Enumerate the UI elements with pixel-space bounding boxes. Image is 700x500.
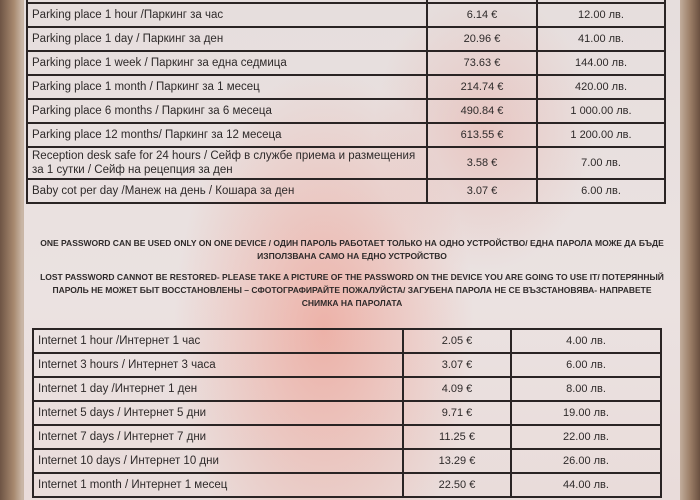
service-label: Parking place 1 day / Паркинг за ден <box>26 26 428 52</box>
price-row: Parking place 6 months / Паркинг за 6 ме… <box>26 98 666 124</box>
price-eur: 9.71 € <box>402 400 512 426</box>
price-eur: 214.74 € <box>426 74 538 100</box>
service-label: Internet 10 days / Интернет 10 дни <box>32 448 404 474</box>
price-bgn: 12.00 лв. <box>536 2 666 28</box>
price-bgn: 22.00 лв. <box>510 424 662 450</box>
price-eur: 490.84 € <box>426 98 538 124</box>
price-list-sheet: Parking place 1 hour /Паркинг за час 6.14… <box>24 0 680 500</box>
price-eur: 3.07 € <box>402 352 512 378</box>
services-price-table: Parking place 1 hour /Паркинг за час 6.14… <box>26 0 666 204</box>
service-label: Parking place 12 months/ Паркинг за 12 м… <box>26 122 428 148</box>
service-label: Internet 1 day /Интернет 1 ден <box>32 376 404 402</box>
service-label: Baby cot per day /Манеж на день / Кошара… <box>26 178 428 204</box>
price-row: Internet 10 days / Интернет 10 дни 13.29 … <box>32 448 662 474</box>
price-eur: 2.05 € <box>402 328 512 354</box>
price-eur: 13.29 € <box>402 448 512 474</box>
service-label <box>26 0 428 4</box>
service-label: Internet 1 month / Интернет 1 месец <box>32 472 404 498</box>
price-eur <box>426 0 538 4</box>
price-bgn: 8.00 лв. <box>510 376 662 402</box>
price-row: Parking place 1 day / Паркинг за ден 20.9… <box>26 26 666 52</box>
price-row: Internet 7 days / Интернет 7 дни 11.25 €2… <box>32 424 662 450</box>
price-eur: 73.63 € <box>426 50 538 76</box>
price-bgn: 1 200.00 лв. <box>536 122 666 148</box>
price-row: Parking place 1 week / Паркинг за една с… <box>26 50 666 76</box>
service-label: Parking place 1 hour /Паркинг за час <box>26 2 428 28</box>
price-bgn <box>536 0 666 4</box>
price-eur: 20.96 € <box>426 26 538 52</box>
price-eur: 3.07 € <box>426 178 538 204</box>
price-row: Internet 1 day /Интернет 1 ден 4.09 €8.00… <box>32 376 662 402</box>
price-bgn: 1 000.00 лв. <box>536 98 666 124</box>
price-row: Parking place 1 month / Паркинг за 1 мес… <box>26 74 666 100</box>
price-row: Internet 1 hour /Интернет 1 час 2.05 €4.0… <box>32 328 662 354</box>
price-bgn: 6.00 лв. <box>536 178 666 204</box>
service-label: Parking place 1 month / Паркинг за 1 мес… <box>26 74 428 100</box>
price-bgn: 41.00 лв. <box>536 26 666 52</box>
lost-password-notice: LOST PASSWORD CANNOT BE RESTORED- PLEASE… <box>40 272 664 308</box>
internet-price-table: Internet 1 hour /Интернет 1 час 2.05 €4.0… <box>32 328 662 498</box>
price-row: Internet 5 days / Интернет 5 дни 9.71 €19… <box>32 400 662 426</box>
service-label: Internet 1 hour /Интернет 1 час <box>32 328 404 354</box>
price-row: Parking place 1 hour /Паркинг за час 6.14… <box>26 2 666 28</box>
one-device-notice: ONE PASSWORD CAN BE USED ONLY ON ONE DEV… <box>40 238 664 261</box>
price-row <box>26 0 666 4</box>
price-bgn: 420.00 лв. <box>536 74 666 100</box>
price-row: Internet 3 hours / Интернет 3 часа 3.07 €… <box>32 352 662 378</box>
price-eur: 11.25 € <box>402 424 512 450</box>
service-label: Parking place 1 week / Паркинг за една с… <box>26 50 428 76</box>
service-label: Reception desk safe for 24 hours / Сейф … <box>26 146 428 180</box>
price-bgn: 6.00 лв. <box>510 352 662 378</box>
service-label: Internet 5 days / Интернет 5 дни <box>32 400 404 426</box>
service-label: Parking place 6 months / Паркинг за 6 ме… <box>26 98 428 124</box>
price-bgn: 144.00 лв. <box>536 50 666 76</box>
price-row: Reception desk safe for 24 hours / Сейф … <box>26 146 666 180</box>
price-eur: 6.14 € <box>426 2 538 28</box>
price-eur: 4.09 € <box>402 376 512 402</box>
price-bgn: 7.00 лв. <box>536 146 666 180</box>
price-eur: 22.50 € <box>402 472 512 498</box>
price-row: Baby cot per day /Манеж на день / Кошара… <box>26 178 666 204</box>
price-bgn: 26.00 лв. <box>510 448 662 474</box>
price-bgn: 19.00 лв. <box>510 400 662 426</box>
service-label: Internet 7 days / Интернет 7 дни <box>32 424 404 450</box>
price-bgn: 44.00 лв. <box>510 472 662 498</box>
price-row: Parking place 12 months/ Паркинг за 12 м… <box>26 122 666 148</box>
price-row: Internet 1 month / Интернет 1 месец 22.50… <box>32 472 662 498</box>
price-eur: 3.58 € <box>426 146 538 180</box>
price-eur: 613.55 € <box>426 122 538 148</box>
service-label: Internet 3 hours / Интернет 3 часа <box>32 352 404 378</box>
price-bgn: 4.00 лв. <box>510 328 662 354</box>
